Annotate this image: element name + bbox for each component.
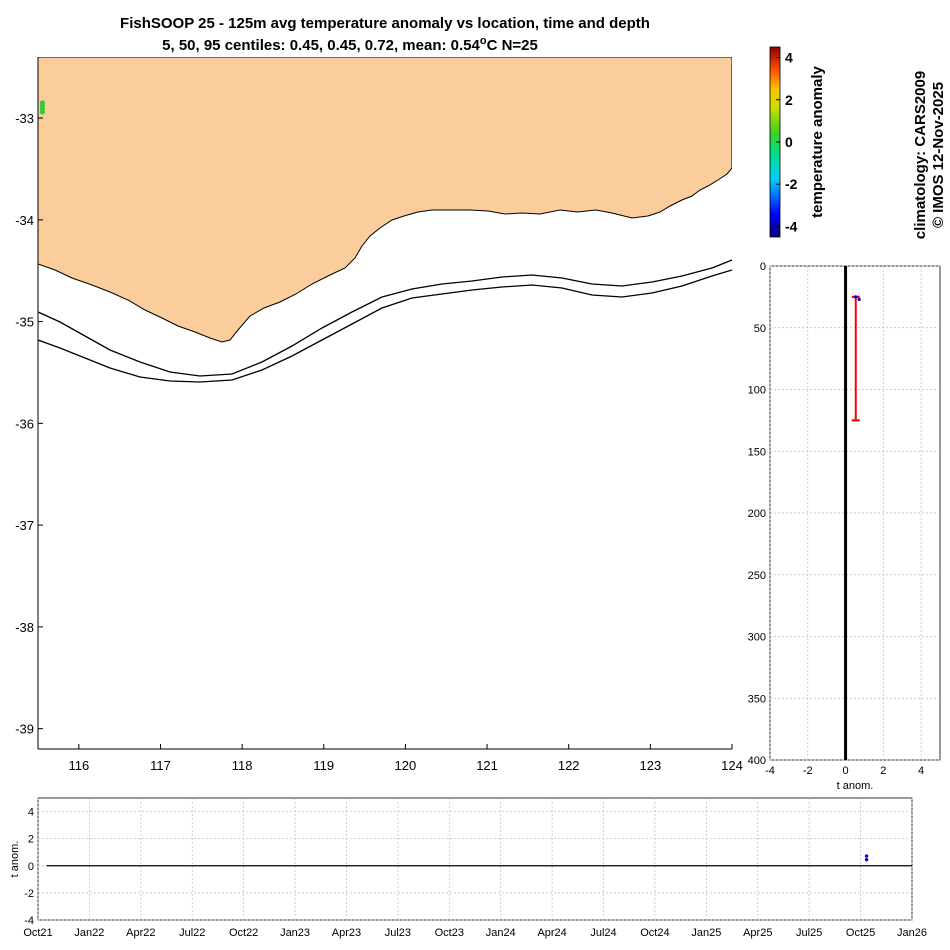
depth-x-tick-label: 2 — [880, 765, 886, 777]
ts-y-tick-label: 0 — [28, 861, 34, 873]
colorbar-ticks: 4 2 0 -2 -4 — [776, 50, 798, 234]
ts-x-tick-label: Oct24 — [640, 927, 669, 939]
map-markers — [39, 100, 46, 115]
timeseries-frame — [37, 797, 913, 921]
map-y-tick-label: -37 — [15, 518, 34, 533]
map-y-tick-label: -39 — [15, 722, 34, 737]
title-degree-superscript: o — [480, 35, 487, 47]
timeseries-y-ticks: 4 2 0 -2 -4 — [24, 807, 34, 927]
ts-x-tick-label: Jul23 — [385, 927, 411, 939]
ts-y-tick-label: 2 — [28, 834, 34, 846]
map-y-tick-label: -35 — [15, 315, 34, 330]
depth-x-tick-label: 0 — [842, 765, 848, 777]
depth-y-tick-label: 0 — [760, 261, 766, 273]
depth-grid — [769, 265, 940, 761]
ts-y-tick-label: -4 — [24, 915, 34, 927]
ts-data-point — [864, 857, 869, 862]
ts-x-tick-label: Jul22 — [179, 927, 205, 939]
ts-x-tick-label: Oct22 — [229, 927, 258, 939]
ts-y-tick-label: -2 — [24, 888, 34, 900]
map-x-tick-label: 122 — [558, 758, 580, 773]
copyright-credit: © IMOS 12-Nov-2025 — [930, 82, 947, 228]
colorbar-tick-label: 2 — [785, 92, 793, 108]
depth-y-ticks: 0 50 100 150 200 250 300 350 400 — [748, 261, 766, 767]
map-x-tick-label: 123 — [640, 758, 662, 773]
climatology-credit: climatology: CARS2009 — [912, 71, 929, 239]
timeseries-points — [864, 854, 869, 862]
bathymetry-contour-outer — [38, 269, 732, 383]
ts-x-tick-label: Jan22 — [74, 927, 104, 939]
ts-x-tick-label: Oct25 — [846, 927, 875, 939]
bathymetry-contour-inner — [38, 259, 732, 377]
map-x-tick-label: 118 — [232, 758, 253, 773]
ts-x-tick-label: Jul24 — [590, 927, 616, 939]
map-y-tick-label: -34 — [15, 213, 34, 228]
map-x-tick-label: 119 — [313, 758, 334, 773]
map-x-ticks: 116 117 118 119 120 121 122 123 124 — [68, 744, 743, 773]
timeseries-y-label: t anom. — [9, 841, 21, 878]
timeseries-x-ticks: Oct21 Jan22 Apr22 Jul22 Oct22 Jan23 Apr23 Jul23… — [23, 927, 927, 939]
map-y-tick-label: -33 — [15, 111, 34, 126]
depth-x-tick-label: -2 — [803, 765, 813, 777]
map-x-tick-label: 116 — [68, 758, 89, 773]
colorbar: 4 2 0 -2 -4 temperature anomaly — [769, 46, 826, 238]
title-line2-prefix: 5, 50, 95 centiles: 0.45, 0.45, 0.72, me… — [162, 37, 480, 54]
depth-y-tick-label: 100 — [748, 385, 766, 397]
depth-y-tick-label: 200 — [748, 508, 766, 520]
ts-x-tick-label: Jan26 — [897, 927, 927, 939]
depth-data-point — [857, 297, 861, 301]
depth-y-tick-label: 300 — [748, 632, 766, 644]
map-x-tick-label: 124 — [721, 758, 743, 773]
map-y-tick-label: -36 — [15, 416, 34, 431]
depth-x-tick-label: 4 — [918, 765, 924, 777]
colorbar-tick-label: 4 — [785, 50, 793, 66]
map-y-tick-label: -38 — [15, 620, 34, 635]
ts-x-tick-label: Apr24 — [537, 927, 566, 939]
ts-x-tick-label: Jan25 — [691, 927, 721, 939]
colorbar-tick-label: -4 — [785, 218, 798, 234]
timeseries-panel: 4 2 0 -2 -4 Oct21 Jan22 Apr22 Jul22 Oct22 Jan23 Ap… — [9, 797, 927, 939]
depth-y-tick-label: 50 — [754, 323, 766, 335]
land-mass — [38, 57, 732, 343]
depth-y-tick-label: 150 — [748, 446, 766, 458]
depth-points — [854, 295, 861, 301]
ts-x-tick-label: Jan24 — [486, 927, 516, 939]
map-y-ticks: -33 -34 -35 -36 -37 -38 -39 — [15, 111, 43, 737]
depth-x-tick-label: -4 — [765, 765, 775, 777]
depth-y-tick-label: 350 — [748, 693, 766, 705]
depth-panel: 0 50 100 150 200 250 300 350 400 -4 -2 0 2 4 t anom. — [748, 261, 941, 792]
ts-x-tick-label: Jul25 — [796, 927, 822, 939]
chart-title-line1: FishSOOP 25 - 125m avg temperature anoma… — [120, 15, 650, 32]
colorbar-label: temperature anomaly — [809, 65, 826, 217]
depth-y-tick-label: 250 — [748, 570, 766, 582]
depth-data-point — [854, 295, 858, 299]
depth-x-label: t anom. — [837, 780, 874, 792]
chart-title-line2: 5, 50, 95 centiles: 0.45, 0.45, 0.72, me… — [162, 35, 538, 54]
ts-data-point — [864, 854, 869, 858]
map-x-tick-label: 117 — [150, 758, 171, 773]
title-line2-suffix: C N=25 — [487, 37, 538, 54]
ts-x-tick-label: Apr22 — [126, 927, 155, 939]
depth-x-ticks: -4 -2 0 2 4 — [765, 765, 924, 777]
map-x-tick-label: 121 — [476, 758, 498, 773]
colorbar-tick-label: -2 — [785, 176, 798, 192]
ts-y-tick-label: 4 — [28, 807, 34, 819]
ts-x-tick-label: Apr23 — [332, 927, 361, 939]
ts-x-tick-label: Oct21 — [23, 927, 52, 939]
ts-x-tick-label: Oct23 — [435, 927, 464, 939]
map-x-tick-label: 120 — [395, 758, 417, 773]
ts-x-tick-label: Apr25 — [743, 927, 772, 939]
ts-x-tick-label: Jan23 — [280, 927, 310, 939]
colorbar-tick-label: 0 — [785, 134, 793, 150]
depth-y-tick-label: 400 — [748, 755, 766, 767]
map-panel: -33 -34 -35 -36 -37 -38 -39 116 117 118 119 120 121… — [15, 57, 743, 773]
map-observation-point — [39, 109, 46, 115]
